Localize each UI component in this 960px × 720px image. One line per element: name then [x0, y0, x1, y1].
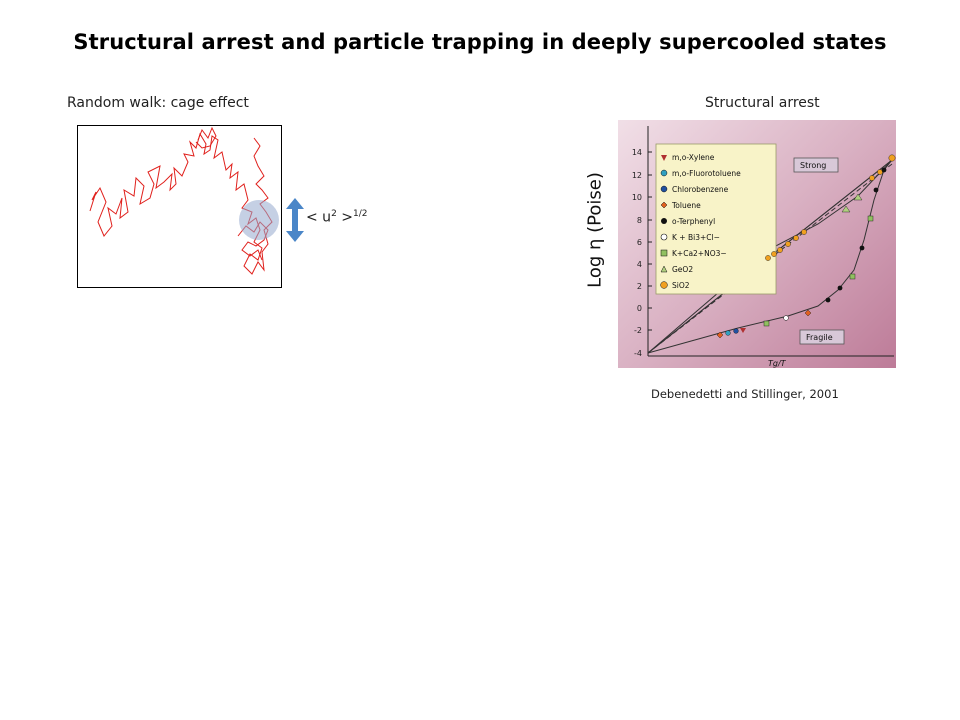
legend-item-2: m,o-Fluorotoluene — [672, 169, 741, 178]
x-axis-label: Tg/T — [768, 359, 787, 368]
angell-plot: 14 12 10 8 6 4 2 0 -2 -4 m,o-Xylene m,o — [632, 126, 896, 368]
fragile-data-points — [716, 167, 887, 339]
msd-label-text: < u — [306, 209, 332, 226]
y-tick-0: 0 — [637, 304, 642, 313]
legend-item-5: o-Terphenyl — [672, 217, 715, 226]
legend-item-7: K+Ca2+NO3− — [672, 249, 727, 258]
figure-credit: Debenedetti and Stillinger, 2001 — [651, 387, 839, 401]
strong-data-points — [765, 154, 896, 261]
legend-item-3: Chlorobenzene — [672, 185, 729, 194]
y-tick-2: 2 — [637, 282, 642, 291]
legend-item-4: Toluene — [671, 201, 701, 210]
structural-arrest-heading: Structural arrest — [705, 95, 820, 111]
y-tick-10: 10 — [632, 193, 642, 202]
y-tick-12: 12 — [632, 171, 642, 180]
angell-plot-image: 14 12 10 8 6 4 2 0 -2 -4 m,o-Xylene m,o — [618, 120, 896, 368]
y-tick-4: 4 — [637, 260, 642, 269]
msd-sup-half: 1/2 — [352, 209, 368, 219]
strong-label: Strong — [800, 161, 826, 170]
y-tick-neg4: -4 — [634, 349, 642, 358]
legend-item-8: GeO2 — [672, 265, 693, 274]
msd-sup-2: 2 — [331, 209, 337, 219]
fragile-label: Fragile — [806, 333, 833, 342]
slide-title: Structural arrest and particle trapping … — [73, 30, 887, 54]
viscosity-axis-label: Log η (Poise) — [584, 172, 606, 288]
y-tick-8: 8 — [637, 216, 642, 225]
legend-markers — [660, 155, 668, 289]
viscosity-axis-label-wrap: Log η (Poise) — [580, 150, 610, 310]
legend-item-1: m,o-Xylene — [672, 153, 715, 162]
legend-item-6: K + Bi3+Cl− — [672, 233, 720, 242]
double-arrow-icon — [286, 198, 304, 242]
legend-item-9: SiO2 — [672, 281, 690, 290]
y-tick-neg2: -2 — [634, 326, 642, 335]
msd-label-mid: > — [336, 209, 353, 226]
msd-label: < u2 >1/2 — [306, 209, 367, 226]
cage-circle — [239, 200, 279, 240]
y-tick-14: 14 — [632, 148, 642, 157]
y-tick-6: 6 — [637, 238, 642, 247]
random-walk-heading: Random walk: cage effect — [67, 95, 249, 111]
